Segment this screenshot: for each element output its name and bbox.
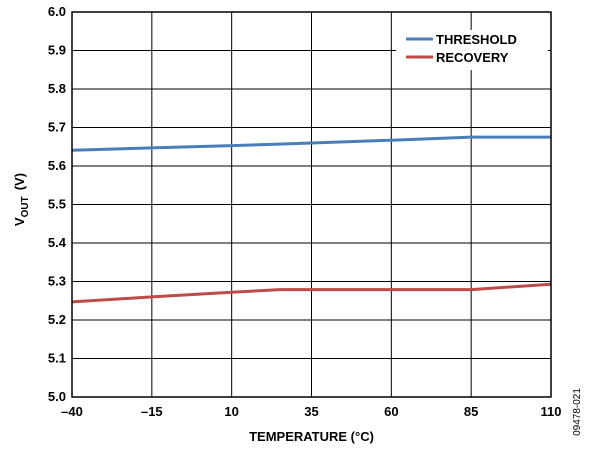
y-tick-label: 5.7 [48, 120, 66, 135]
plot-frame [71, 11, 552, 398]
y-tick-label: 5.8 [48, 81, 66, 96]
legend-background [396, 30, 548, 70]
x-axis-label: TEMPERATURE (°C) [249, 429, 374, 444]
y-tick-label: 5.2 [48, 312, 66, 327]
legend-label-threshold: THRESHOLD [436, 32, 517, 47]
x-tick-label: 10 [224, 404, 238, 419]
y-tick-labels: 5.0 5.1 5.2 5.3 5.4 5.5 5.6 5.7 5.8 5.9 6.0 [48, 4, 67, 404]
series-layer [71, 135, 552, 304]
x-tick-labels: –40 –15 10 35 60 85 110 [61, 404, 561, 419]
series-line-threshold [71, 135, 551, 152]
y-axis-label: VOUT (V) [12, 173, 31, 226]
y-axis-label-main: V [12, 217, 27, 226]
y-tick-label: 5.0 [48, 389, 66, 404]
legend: THRESHOLD RECOVERY [396, 30, 548, 70]
svg-text:VOUT(V): VOUT (V) [12, 173, 31, 226]
figure-id: 09478-021 [572, 388, 583, 436]
y-axis-label-unit: (V) [12, 173, 27, 190]
legend-label-recovery: RECOVERY [436, 50, 509, 65]
series-line-recovery [71, 282, 552, 304]
x-tick-label: 60 [384, 404, 398, 419]
x-tick-label: 35 [304, 404, 318, 419]
y-tick-label: 5.9 [48, 43, 66, 58]
y-tick-label: 5.6 [48, 158, 66, 173]
y-tick-label: 6.0 [48, 4, 66, 19]
x-tick-label: 85 [464, 404, 478, 419]
y-tick-label: 5.4 [48, 235, 67, 250]
x-tick-label: –40 [61, 404, 83, 419]
y-tick-label: 5.5 [48, 197, 66, 212]
x-tick-label: 110 [541, 404, 562, 419]
x-tick-label: –15 [141, 404, 163, 419]
y-tick-label: 5.1 [48, 351, 66, 366]
y-axis-label-sub: OUT [20, 196, 31, 217]
y-tick-label: 5.3 [48, 274, 66, 289]
